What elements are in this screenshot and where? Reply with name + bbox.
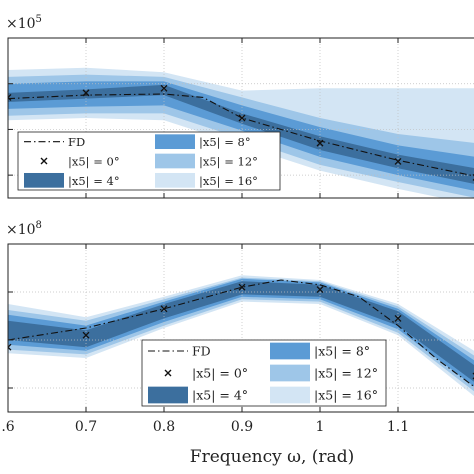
marker-0deg <box>160 305 168 313</box>
x-tick-label: 0.8 <box>153 419 175 435</box>
legend-label: |x5| = 0° <box>192 366 248 381</box>
legend-label: |x5| = 16° <box>314 388 378 403</box>
x-axis-label: Frequency ω, (rad) <box>190 447 354 467</box>
legend-swatch-band <box>155 134 195 150</box>
axis-multiplier: ×108 <box>6 220 42 238</box>
legend-swatch-marker <box>164 369 172 377</box>
series-fd-line <box>8 93 474 177</box>
legend-swatch-band <box>270 364 310 382</box>
plot-area <box>8 244 474 412</box>
legend-label: FD <box>68 135 85 149</box>
legend-label: |x5| = 8° <box>314 344 370 359</box>
x-tick-label: 0.7 <box>75 419 97 435</box>
marker-0deg <box>8 93 12 101</box>
marker-0deg <box>394 157 402 165</box>
marker-0deg <box>238 114 246 122</box>
series-fd-line <box>8 279 474 388</box>
x-tick-label: 0.9 <box>231 419 253 435</box>
legend-swatch-band <box>155 153 195 169</box>
marker-0deg <box>82 89 90 97</box>
legend: FD |x5| = 0° |x5| = 4° |x5| = 8° |x5| = 12° |… <box>17 131 281 191</box>
x-tick-label: .6 <box>1 419 14 435</box>
legend-label: |x5| = 0° <box>68 155 120 170</box>
marker-0deg <box>316 286 324 294</box>
legend-swatch-band <box>148 386 188 404</box>
band-x54 <box>8 281 474 382</box>
x-tick-label: 1.1 <box>387 419 409 435</box>
legend-label: FD <box>192 344 211 359</box>
legend-label: |x5| = 4° <box>192 388 248 403</box>
legend-swatch-band <box>270 386 310 404</box>
legend-swatch-marker <box>40 157 48 165</box>
marker-0deg <box>316 139 324 147</box>
legend-swatch-band <box>270 342 310 360</box>
legend-label: |x5| = 8° <box>199 135 251 150</box>
legend-label: |x5| = 12° <box>314 366 378 381</box>
band-x58 <box>8 81 474 191</box>
x-tick-label: 1 <box>316 419 325 435</box>
legend: FD |x5| = 0° |x5| = 4° |x5| = 8° |x5| = 12° |… <box>141 339 387 407</box>
marker-0deg <box>82 331 90 339</box>
chart-bottom: ×108 .6 0.7 0.8 0.9 1 1.1 FD |x5| = 0° |x5| = 4° |… <box>1 220 474 435</box>
legend-label: |x5| = 12° <box>199 155 258 170</box>
marker-0deg <box>394 314 402 322</box>
legend-swatch-band <box>155 172 195 188</box>
marker-0deg <box>8 343 12 351</box>
marker-0deg <box>238 283 246 291</box>
chart-top: ×105 FD |x5| = 0° |x5| = 4° |x5| = 8° |x5| = … <box>6 14 474 199</box>
band-x54 <box>8 84 474 184</box>
legend-swatch-band <box>24 172 64 188</box>
marker-0deg <box>160 84 168 92</box>
legend-label: |x5| = 4° <box>68 174 120 189</box>
axis-multiplier: ×105 <box>6 14 42 32</box>
legend-label: |x5| = 16° <box>199 174 258 189</box>
